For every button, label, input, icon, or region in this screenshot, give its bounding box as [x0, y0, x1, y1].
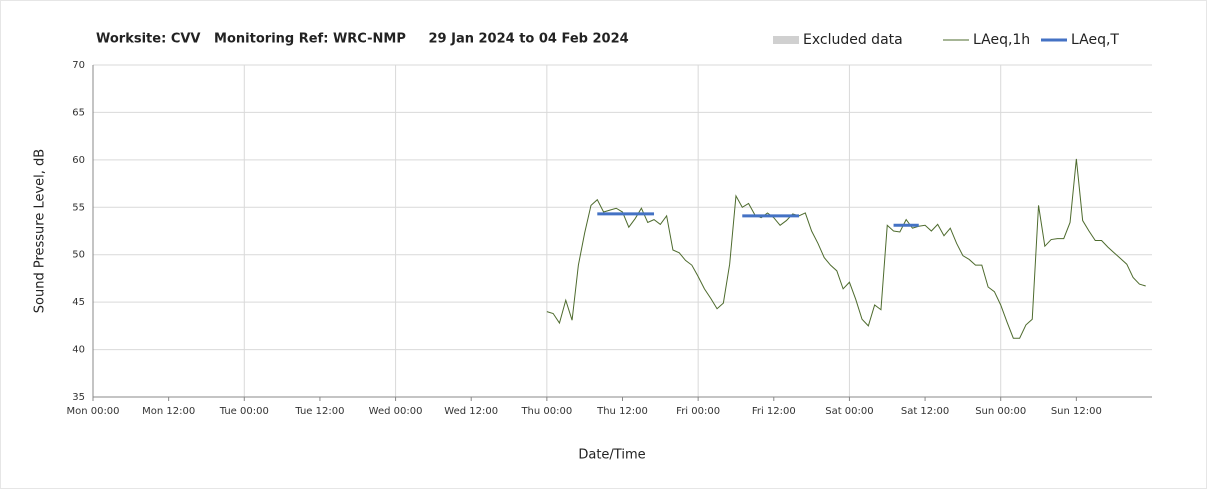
x-tick-label: Mon 12:00	[142, 406, 195, 417]
x-tick-label: Sat 00:00	[825, 406, 873, 417]
x-tick-label: Sat 12:00	[901, 406, 949, 417]
legend-label: LAeq,1h	[973, 32, 1030, 48]
x-tick-label: Fri 12:00	[752, 406, 796, 417]
x-tick-label: Tue 00:00	[219, 406, 269, 417]
y-tick-label: 60	[72, 155, 85, 166]
y-tick-label: 45	[72, 297, 85, 308]
y-axis-label: Sound Pressure Level, dB	[33, 149, 48, 313]
x-tick-label: Sun 00:00	[975, 406, 1026, 417]
x-tick-label: Tue 12:00	[294, 406, 344, 417]
x-tick-label: Fri 00:00	[676, 406, 720, 417]
x-tick-label: Mon 00:00	[66, 406, 119, 417]
y-tick-label: 35	[72, 392, 85, 403]
y-tick-label: 65	[72, 107, 85, 118]
y-tick-label: 55	[72, 202, 85, 213]
legend-label: Excluded data	[803, 32, 903, 48]
x-tick-label: Wed 12:00	[444, 406, 498, 417]
legend-swatch	[773, 36, 799, 44]
chart-title: Worksite: CVV Monitoring Ref: WRC-NMP 29…	[96, 32, 629, 47]
legend-label: LAeq,T	[1071, 32, 1119, 48]
x-tick-label: Sun 12:00	[1051, 406, 1102, 417]
x-tick-label: Thu 12:00	[596, 406, 648, 417]
x-tick-label: Wed 00:00	[369, 406, 423, 417]
series-line	[546, 158, 1146, 339]
x-axis-label: Date/Time	[578, 448, 645, 463]
y-tick-label: 40	[72, 345, 85, 356]
y-tick-label: 70	[72, 60, 85, 71]
x-tick-label: Thu 00:00	[520, 406, 572, 417]
y-tick-label: 50	[72, 250, 85, 261]
